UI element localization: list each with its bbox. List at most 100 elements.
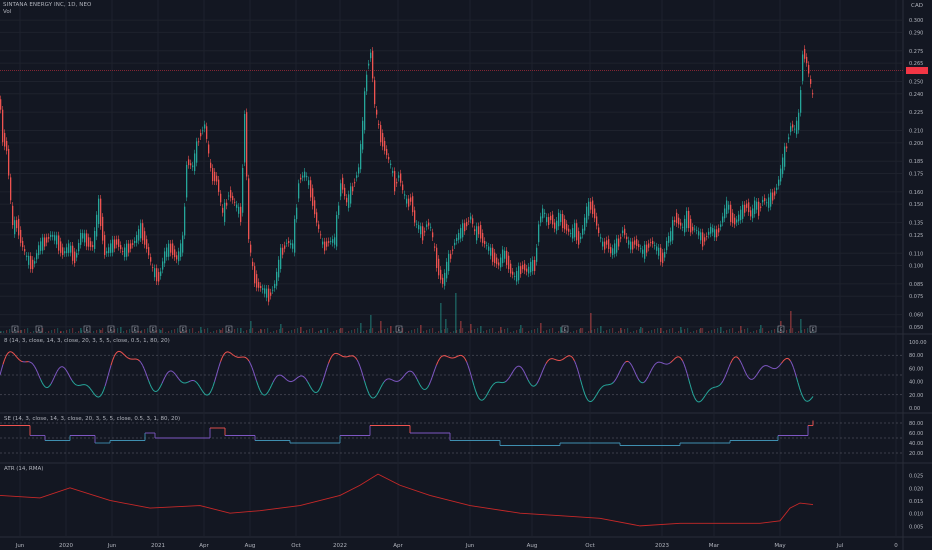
candle-body xyxy=(590,201,592,210)
stoch-rsi-line xyxy=(268,388,271,392)
volume-bar xyxy=(483,331,485,333)
stoch-rsi-legend[interactable]: 8 (14, 3, close, 14, 3, close, 20, 3, 5,… xyxy=(4,338,170,344)
smi-legend[interactable]: SE (14, 3, close, 14, 3, close, 20, 3, 5… xyxy=(4,416,181,422)
stoch-rsi-line xyxy=(670,360,673,363)
stoch-rsi-line xyxy=(797,382,800,388)
volume-legend[interactable]: Vol xyxy=(3,9,12,15)
volume-bar xyxy=(525,332,527,333)
candle-body xyxy=(726,200,728,214)
volume-bar xyxy=(69,329,71,333)
candle-body xyxy=(562,213,564,229)
stoch-rsi-line xyxy=(265,393,268,396)
stoch-rsi-line xyxy=(170,370,173,372)
price-candles xyxy=(0,45,814,306)
volume-bar xyxy=(756,330,758,333)
candle-body xyxy=(56,235,58,245)
stoch-rsi-line xyxy=(602,384,605,387)
stoch-rsi-line xyxy=(163,376,166,381)
volume-bar xyxy=(790,311,792,333)
candle-body xyxy=(556,220,558,231)
candle-body xyxy=(642,249,644,254)
stoch-rsi-line xyxy=(787,357,790,360)
stoch-rsi-line xyxy=(373,396,376,399)
volume-bar xyxy=(150,332,152,333)
stoch-rsi-line xyxy=(295,377,298,380)
candle-body xyxy=(768,197,770,208)
stoch-rsi-line xyxy=(619,368,622,373)
volume-bar xyxy=(372,328,374,333)
volume-bar xyxy=(690,332,692,333)
stoch-rsi-line xyxy=(110,360,113,366)
stoch-rsi-line xyxy=(518,365,521,368)
stoch-rsi-line xyxy=(115,351,118,355)
candle-body xyxy=(690,218,692,233)
candle-body xyxy=(270,292,272,296)
candle-body xyxy=(462,223,464,238)
candle-body xyxy=(610,247,612,254)
candle-body xyxy=(802,54,804,81)
volume-bar xyxy=(90,332,92,333)
volume-bar xyxy=(615,332,617,333)
volume-bar xyxy=(27,328,29,333)
time-tick-label: Aug xyxy=(245,543,256,549)
price-tick-label: 0.290 xyxy=(909,30,923,36)
stoch-rsi-line xyxy=(754,375,757,379)
candle-body xyxy=(84,233,86,243)
candle-body xyxy=(546,217,548,222)
volume-bar xyxy=(747,328,749,333)
stoch-rsi-line xyxy=(181,381,184,384)
stoch-rsi-line xyxy=(407,370,410,373)
volume-bar xyxy=(189,329,191,333)
volume-bar xyxy=(729,329,731,333)
volume-bar xyxy=(798,331,800,333)
stoch-rsi-line xyxy=(716,385,719,388)
stoch-rsi-line xyxy=(778,364,781,367)
stoch-rsi-line xyxy=(145,371,148,377)
volume-bar xyxy=(640,327,642,333)
volume-bar xyxy=(585,332,587,333)
volume-bar xyxy=(393,331,395,333)
currency-label[interactable]: CAD xyxy=(911,3,924,9)
stoch-rsi-line xyxy=(14,354,17,358)
candle-body xyxy=(350,186,352,204)
atr-legend[interactable]: ATR (14, RMA) xyxy=(4,466,44,472)
volume-bar xyxy=(789,329,791,333)
stoch-rsi-line xyxy=(283,376,286,379)
candle-body xyxy=(336,215,338,247)
candle-body xyxy=(800,90,802,113)
candle-body xyxy=(382,133,384,147)
volume-bar xyxy=(440,303,442,333)
candle-body xyxy=(412,196,414,213)
candle-body xyxy=(356,175,358,178)
stoch-rsi-line xyxy=(493,382,496,385)
stoch-rsi-line xyxy=(91,389,94,393)
candle-body xyxy=(704,237,706,242)
volume-bar xyxy=(639,329,641,333)
candle-body xyxy=(214,171,216,182)
volume-bar xyxy=(168,331,170,333)
candle-body xyxy=(554,222,556,229)
volume-bar xyxy=(285,332,287,333)
volume-bar xyxy=(516,330,518,333)
price-tick-label: 0.085 xyxy=(909,282,923,288)
candle-body xyxy=(230,190,232,198)
stoch-rsi-line xyxy=(526,376,529,381)
stoch-tick-label: 40.00 xyxy=(909,380,923,386)
stoch-rsi-line xyxy=(809,398,812,401)
stoch-rsi-line xyxy=(284,377,287,380)
candle-body xyxy=(620,237,622,239)
stoch-rsi-line xyxy=(187,381,190,383)
stoch-rsi-line xyxy=(59,366,62,368)
price-tick-label: 0.100 xyxy=(909,264,923,270)
volume-label: Vol xyxy=(3,9,12,15)
symbol-legend[interactable]: SINTANA ENERGY INC, 1D, NEO xyxy=(3,2,91,8)
candle-body xyxy=(348,194,350,208)
volume-bar xyxy=(138,331,140,333)
stoch-tick-label: 60.00 xyxy=(909,366,923,372)
candle-body xyxy=(664,252,666,258)
candle-body xyxy=(530,261,532,273)
candle-body xyxy=(194,153,196,172)
stoch-rsi-line xyxy=(272,379,275,383)
